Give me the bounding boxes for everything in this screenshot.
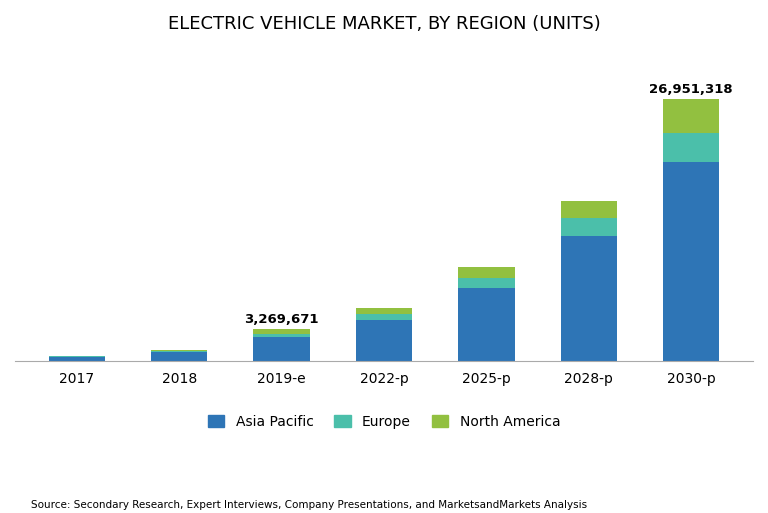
Bar <box>356 314 412 320</box>
Bar <box>561 218 617 236</box>
Bar <box>561 236 617 361</box>
Bar <box>458 278 515 288</box>
Bar <box>663 163 720 361</box>
Bar <box>663 99 720 133</box>
Bar <box>253 329 310 334</box>
Bar <box>151 352 207 361</box>
Title: ELECTRIC VEHICLE MARKET, BY REGION (UNITS): ELECTRIC VEHICLE MARKET, BY REGION (UNIT… <box>167 15 601 33</box>
Bar <box>151 351 207 352</box>
Text: Source: Secondary Research, Expert Interviews, Company Presentations, and Market: Source: Secondary Research, Expert Inter… <box>31 501 587 510</box>
Bar <box>48 357 105 361</box>
Legend: Asia Pacific, Europe, North America: Asia Pacific, Europe, North America <box>201 408 567 436</box>
Bar <box>458 267 515 278</box>
Text: 3,269,671: 3,269,671 <box>244 313 319 326</box>
Bar <box>663 133 720 163</box>
Text: 26,951,318: 26,951,318 <box>650 83 733 96</box>
Bar <box>253 337 310 361</box>
Bar <box>561 201 617 218</box>
Bar <box>151 350 207 351</box>
Bar <box>356 320 412 361</box>
Bar <box>253 334 310 337</box>
Bar <box>356 308 412 314</box>
Bar <box>458 288 515 361</box>
